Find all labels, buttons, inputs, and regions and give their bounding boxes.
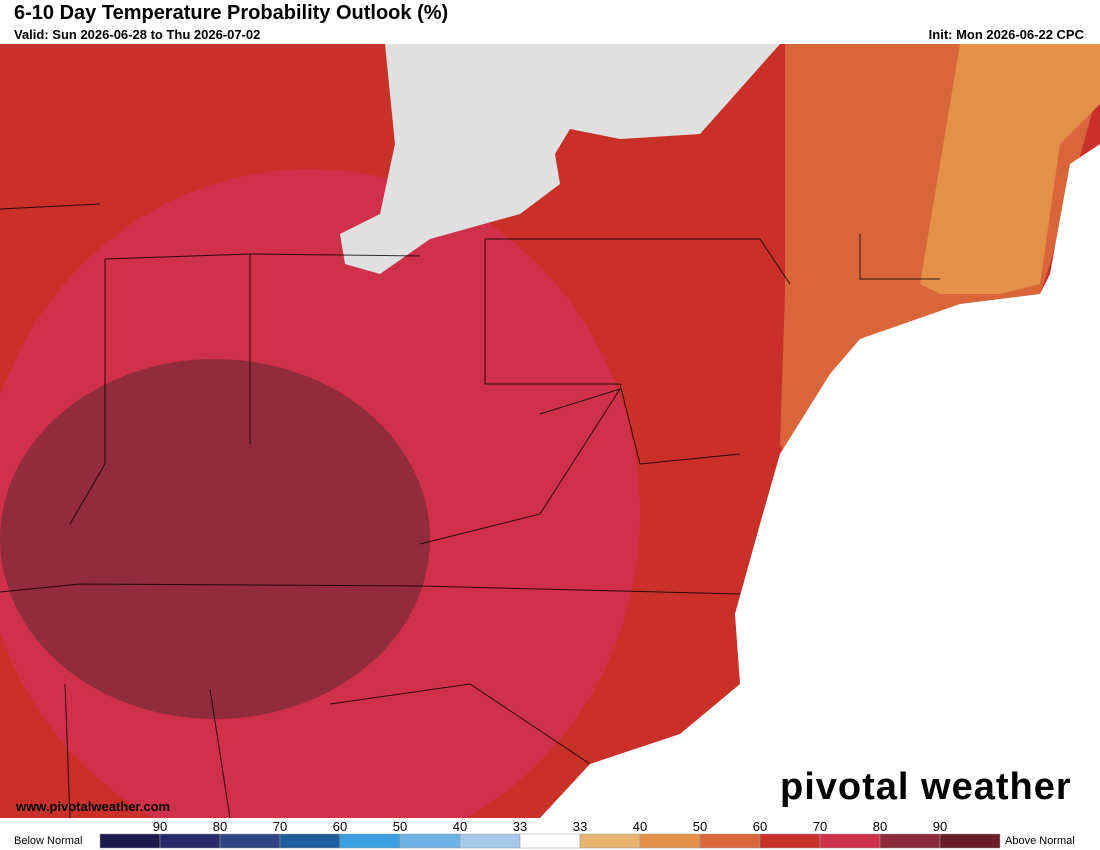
region-90 — [0, 359, 430, 719]
legend-tick-label: 80 — [213, 819, 227, 834]
legend-tick-label: 90 — [153, 819, 167, 834]
ocean — [540, 144, 1100, 818]
legend-tick-label: 80 — [873, 819, 887, 834]
legend-swatch — [759, 833, 821, 849]
legend-tick-label: 70 — [273, 819, 287, 834]
lake-erie-ontario — [340, 44, 780, 274]
legend-swatch — [579, 833, 641, 849]
legend-swatch — [879, 833, 941, 849]
legend-tick-label: 60 — [333, 819, 347, 834]
legend-tick-label: 33 — [573, 819, 587, 834]
map — [0, 44, 1100, 818]
legend-swatch — [399, 833, 461, 849]
legend-tick-label: 90 — [933, 819, 947, 834]
legend-tick-label: 33 — [513, 819, 527, 834]
legend-swatch — [519, 833, 581, 849]
legend-tick-label: 40 — [633, 819, 647, 834]
legend-swatch — [99, 833, 161, 849]
legend-tick-label: 60 — [753, 819, 767, 834]
legend-above-label: Above Normal — [1005, 835, 1075, 847]
legend-below-label: Below Normal — [14, 835, 82, 847]
title: 6-10 Day Temperature Probability Outlook… — [14, 2, 449, 24]
legend-swatch — [939, 833, 1001, 849]
region-50 — [920, 44, 1100, 294]
legend-swatch — [819, 833, 881, 849]
legend-swatch — [459, 833, 521, 849]
init-time: Init: Mon 2026-06-22 CPC — [928, 27, 1084, 42]
legend-tick-label: 50 — [393, 819, 407, 834]
legend-swatch — [699, 833, 761, 849]
legend-tick-label: 40 — [453, 819, 467, 834]
legend-swatch — [339, 833, 401, 849]
valid-time: Valid: Sun 2026-06-28 to Thu 2026-07-02 — [14, 27, 261, 42]
watermark-url: www.pivotalweather.com — [16, 799, 171, 814]
state-borders — [0, 203, 940, 818]
legend-tick-label: 70 — [813, 819, 827, 834]
legend: Below Normal Above Normal 90 80 70 60 50 40 33… — [14, 819, 1075, 849]
legend-tick-label: 50 — [693, 819, 707, 834]
logo: pivotal weather — [780, 766, 1072, 808]
legend-swatch — [279, 833, 341, 849]
legend-swatch — [159, 833, 221, 849]
legend-swatch — [219, 833, 281, 849]
legend-swatch — [639, 833, 701, 849]
